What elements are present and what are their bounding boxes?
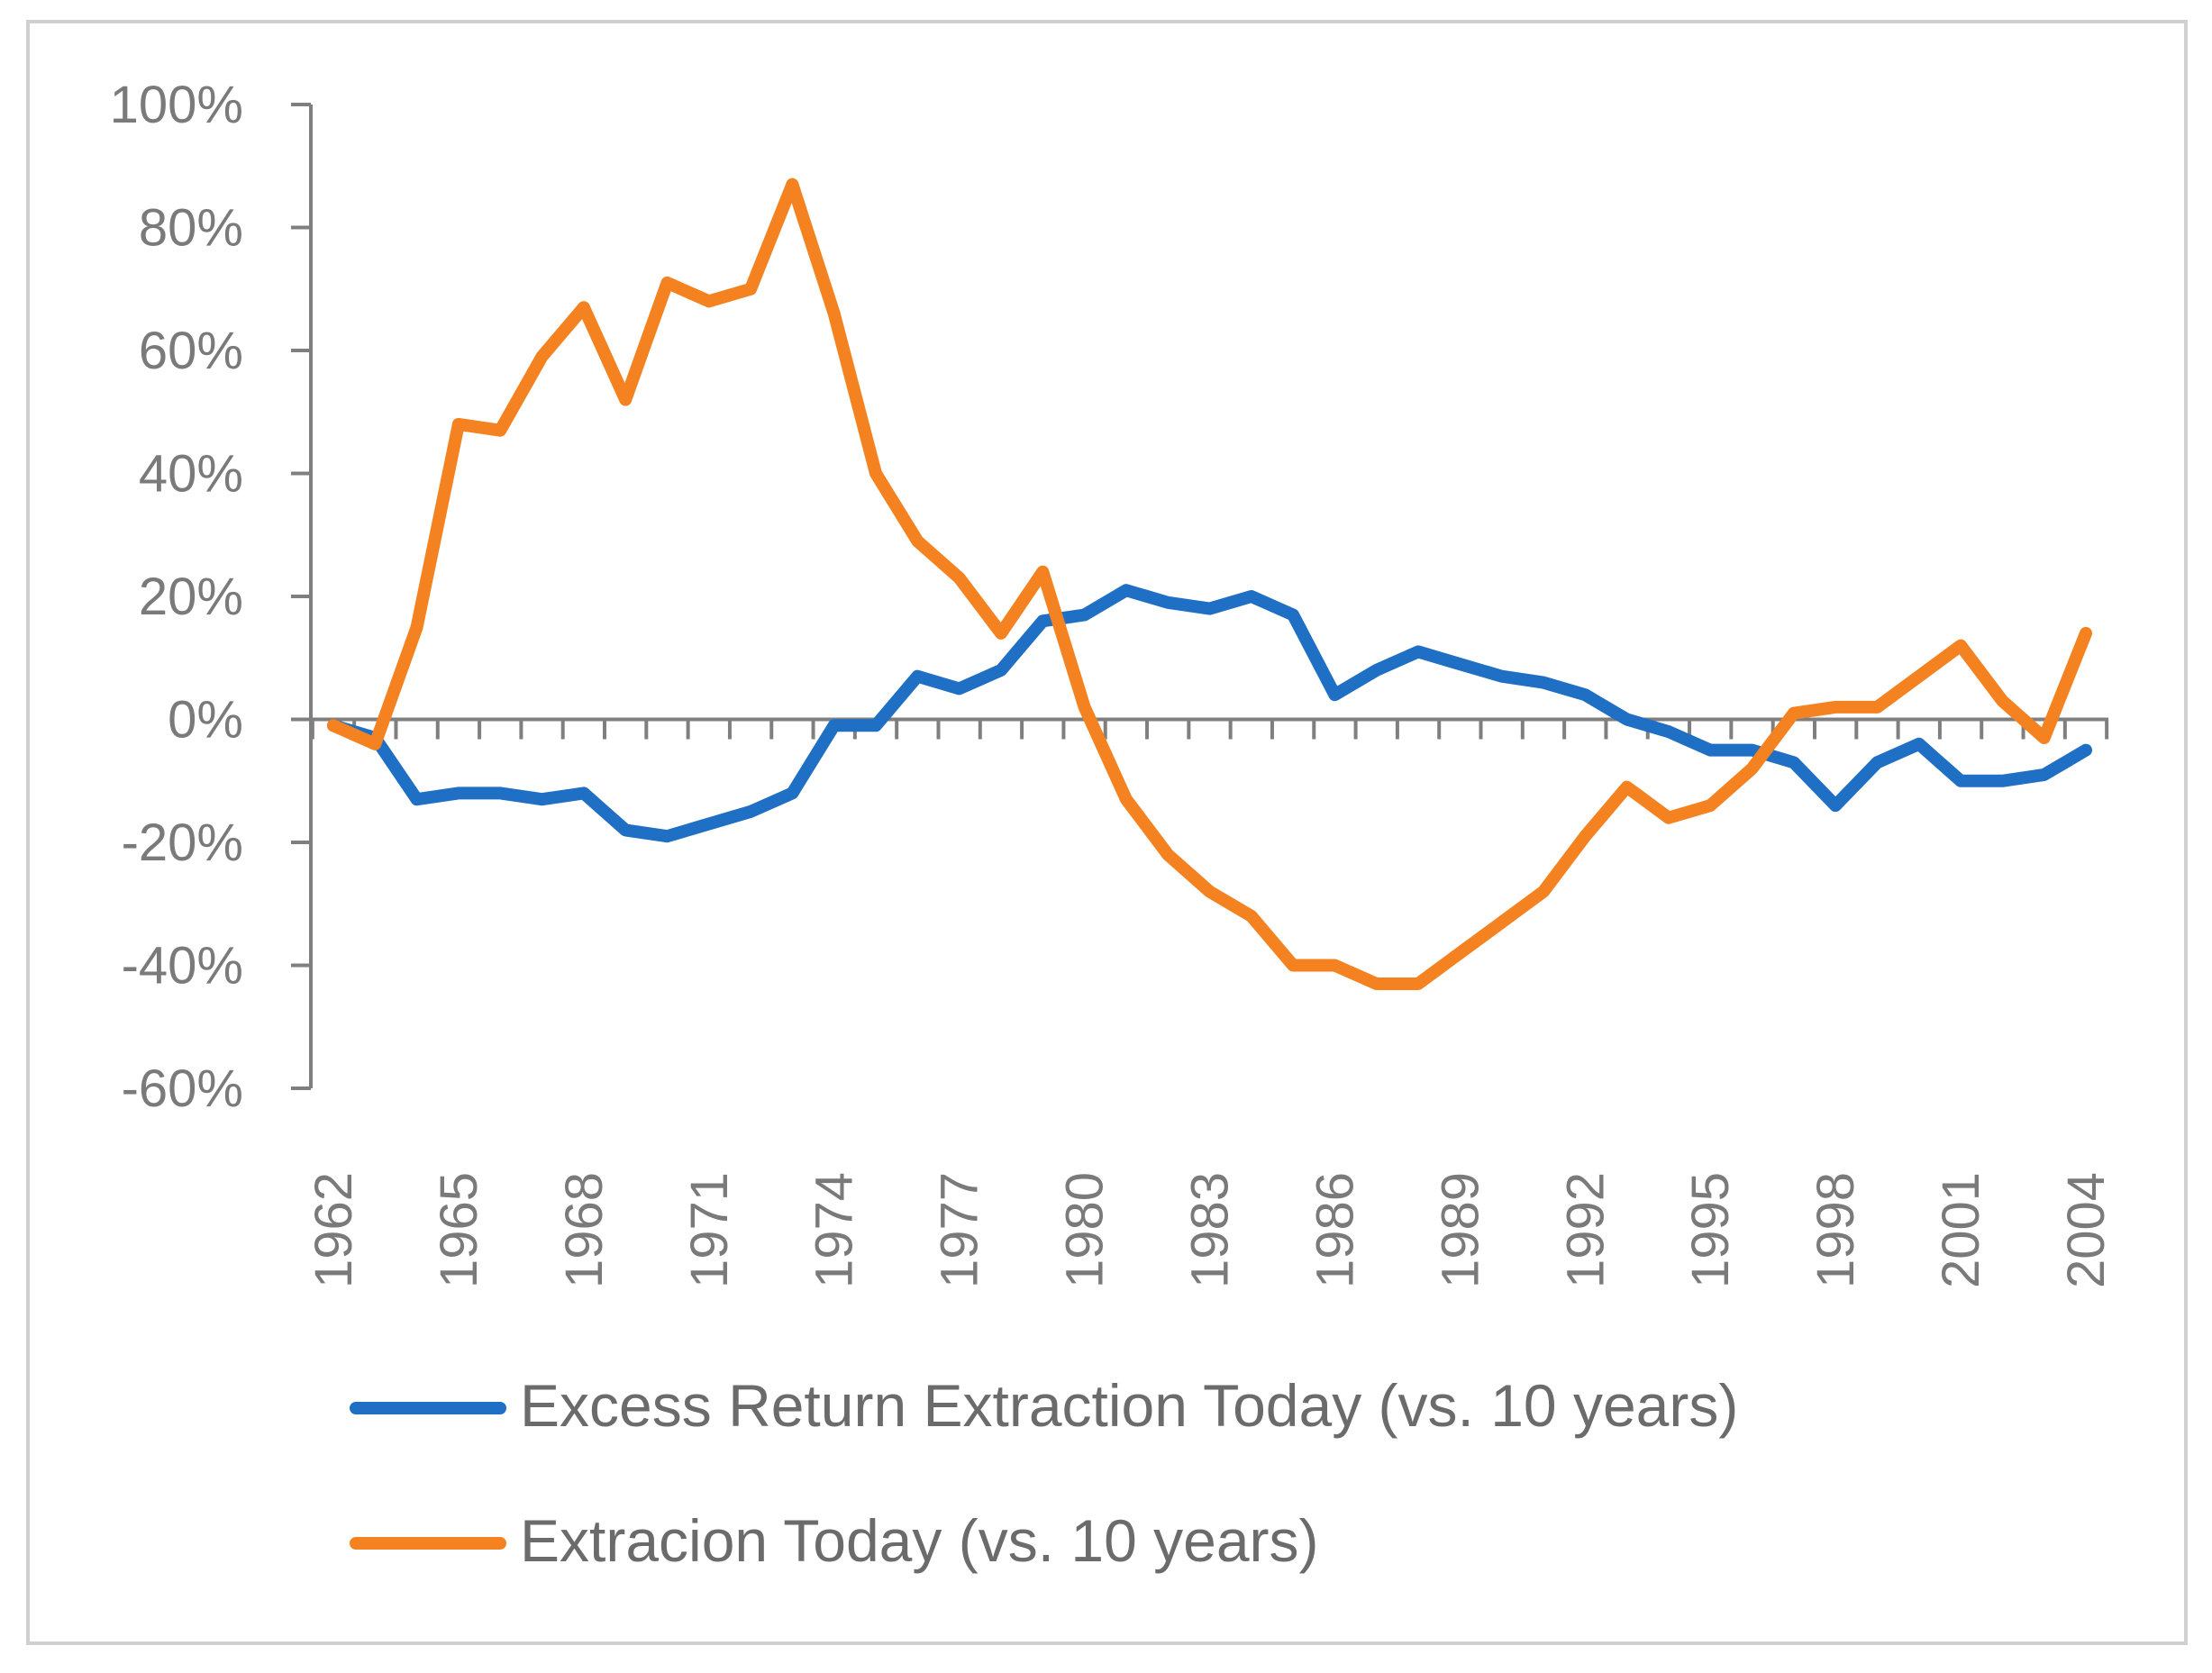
chart-border xyxy=(26,20,2188,1645)
legend-label: Excess Return Extraction Today (vs. 10 y… xyxy=(520,1372,1738,1439)
x-tick-label: 1971 xyxy=(680,1172,739,1288)
x-tick-label: 1977 xyxy=(931,1172,989,1288)
y-tick-label: 40% xyxy=(139,445,243,504)
legend-label: Extracion Today (vs. 10 years) xyxy=(520,1507,1319,1574)
x-tick-label: 1989 xyxy=(1431,1172,1489,1288)
x-tick-label: 1995 xyxy=(1681,1172,1740,1288)
legend: Excess Return Extraction Today (vs. 10 y… xyxy=(350,1372,1738,1574)
x-tick-label: 1962 xyxy=(305,1172,363,1288)
x-tick-label: 1965 xyxy=(430,1172,488,1288)
y-tick-label: 0% xyxy=(168,691,243,750)
y-tick-label: 80% xyxy=(139,199,243,258)
y-tick-label: 20% xyxy=(139,568,243,626)
x-tick-label: 1983 xyxy=(1181,1172,1240,1288)
y-axis: 100% 80% 60% 40% 20% 0% -20% -40% -60% xyxy=(110,76,313,1118)
x-tick-label: 1992 xyxy=(1556,1172,1615,1288)
x-tick-label: 1998 xyxy=(1807,1172,1865,1288)
x-tick-label: 1986 xyxy=(1306,1172,1364,1288)
x-axis: 1962 1965 1968 1971 1974 1977 1980 1983 1986 1989… xyxy=(305,717,2116,1288)
x-tick-label: 2004 xyxy=(2057,1172,2116,1288)
y-tick-label: -60% xyxy=(122,1059,243,1118)
y-tick-label: 100% xyxy=(110,76,243,134)
y-tick-label: -20% xyxy=(122,814,243,872)
x-tick-label: 1968 xyxy=(555,1172,614,1288)
x-tick-label: 1980 xyxy=(1056,1172,1115,1288)
y-tick-label: -40% xyxy=(122,937,243,996)
series-lines xyxy=(327,177,2092,990)
series-line-extraction xyxy=(327,177,2092,990)
x-tick-label: 2001 xyxy=(1932,1172,1990,1288)
x-tick-label: 1974 xyxy=(806,1172,864,1288)
y-tick-label: 60% xyxy=(139,322,243,380)
series-line-excess-return-extraction xyxy=(327,584,2092,843)
